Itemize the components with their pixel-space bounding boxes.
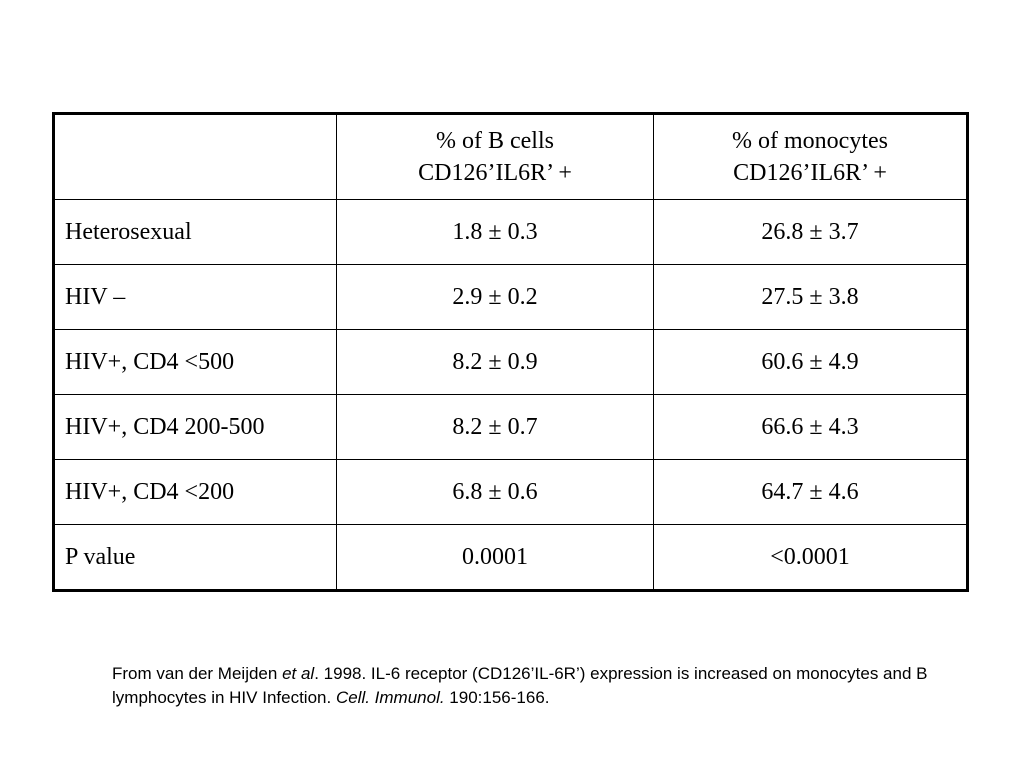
header-b-cells: % of B cells CD126’IL6R’ + xyxy=(336,113,654,200)
table-row: HIV+, CD4 <500 8.2 ± 0.9 60.6 ± 4.9 xyxy=(53,329,968,395)
row-label: Heterosexual xyxy=(53,199,337,265)
monocytes-value: 64.7 ± 4.6 xyxy=(653,459,968,525)
b-cells-value: 2.9 ± 0.2 xyxy=(336,264,654,330)
citation-et-al: et al xyxy=(282,664,315,683)
monocytes-value: 27.5 ± 3.8 xyxy=(653,264,968,330)
b-cells-value: 0.0001 xyxy=(336,524,654,591)
row-label: P value xyxy=(53,524,337,591)
citation-text-1: From van der Meijden xyxy=(112,664,283,683)
row-label: HIV+, CD4 <200 xyxy=(53,459,337,525)
monocytes-value: 26.8 ± 3.7 xyxy=(653,199,968,265)
header-monocytes-line2: CD126’IL6R’ + xyxy=(733,160,887,186)
header-monocytes-line1: % of monocytes xyxy=(732,128,888,154)
table-row: HIV+, CD4 <200 6.8 ± 0.6 64.7 ± 4.6 xyxy=(53,459,968,525)
monocytes-value: <0.0001 xyxy=(653,524,968,591)
citation: From van der Meijden et al. 1998. IL-6 r… xyxy=(112,662,972,710)
citation-text-3: 190:156-166. xyxy=(444,688,550,707)
table-row: HIV+, CD4 200-500 8.2 ± 0.7 66.6 ± 4.3 xyxy=(53,394,968,460)
table-header-row: % of B cells CD126’IL6R’ + % of monocyte… xyxy=(53,113,968,200)
b-cells-value: 1.8 ± 0.3 xyxy=(336,199,654,265)
monocytes-value: 66.6 ± 4.3 xyxy=(653,394,968,460)
data-table: % of B cells CD126’IL6R’ + % of monocyte… xyxy=(52,112,969,592)
b-cells-value: 8.2 ± 0.7 xyxy=(336,394,654,460)
header-b-cells-line2: CD126’IL6R’ + xyxy=(418,160,572,186)
monocytes-value: 60.6 ± 4.9 xyxy=(653,329,968,395)
row-label: HIV – xyxy=(53,264,337,330)
row-label: HIV+, CD4 200-500 xyxy=(53,394,337,460)
b-cells-value: 8.2 ± 0.9 xyxy=(336,329,654,395)
row-label: HIV+, CD4 <500 xyxy=(53,329,337,395)
table-row: Heterosexual 1.8 ± 0.3 26.8 ± 3.7 xyxy=(53,199,968,265)
citation-text-2: . 1998. IL-6 receptor (CD126’IL-6R’) exp… xyxy=(112,664,928,707)
citation-journal: Cell. Immunol. xyxy=(335,688,445,707)
table-row: P value 0.0001 <0.0001 xyxy=(53,524,968,591)
b-cells-value: 6.8 ± 0.6 xyxy=(336,459,654,525)
table-row: HIV – 2.9 ± 0.2 27.5 ± 3.8 xyxy=(53,264,968,330)
header-monocytes: % of monocytes CD126’IL6R’ + xyxy=(653,113,968,200)
header-b-cells-line1: % of B cells xyxy=(436,128,554,154)
header-empty-cell xyxy=(53,113,337,200)
